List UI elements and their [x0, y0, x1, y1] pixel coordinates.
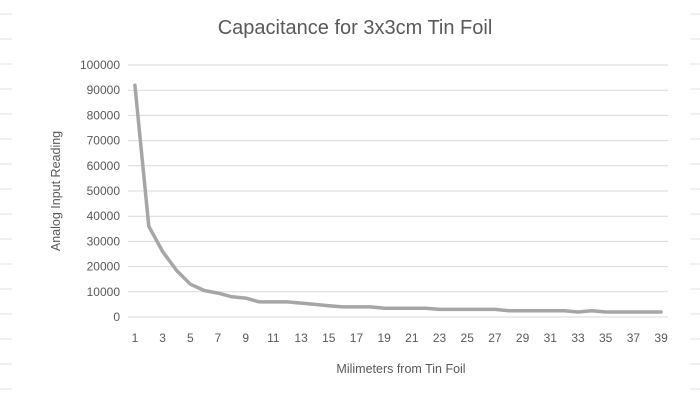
x-tick-label: 15	[322, 331, 336, 345]
x-tick-label: 39	[654, 331, 668, 345]
y-tick-label: 40000	[87, 209, 121, 223]
y-tick-label: 50000	[87, 184, 121, 198]
x-tick-label: 21	[405, 331, 419, 345]
y-tick-label: 90000	[87, 83, 121, 97]
y-tick-label: 20000	[87, 260, 121, 274]
x-tick-label: 29	[516, 331, 530, 345]
x-tick-label: 7	[215, 331, 222, 345]
x-tick-label: 19	[377, 331, 391, 345]
x-tick-label: 33	[571, 331, 585, 345]
y-tick-label: 0	[113, 310, 120, 324]
y-tick-label: 10000	[87, 285, 121, 299]
x-axis-title: Milimeters from Tin Foil	[336, 362, 465, 376]
y-tick-label: 80000	[87, 108, 121, 122]
y-tick-label: 30000	[87, 234, 121, 248]
x-tick-label: 23	[433, 331, 447, 345]
x-tick-label: 11	[267, 331, 280, 345]
x-tick-label: 31	[544, 331, 558, 345]
x-tick-label: 13	[294, 331, 308, 345]
x-tick-label: 17	[350, 331, 364, 345]
y-axis-ticks: 0 10000 20000 30000 40000 50000 60000 70000 8000…	[80, 58, 120, 324]
y-tick-label: 100000	[80, 58, 120, 72]
x-tick-label: 27	[488, 331, 502, 345]
x-tick-label: 37	[627, 331, 641, 345]
x-tick-label: 3	[159, 331, 166, 345]
series-line	[133, 83, 663, 314]
y-tick-label: 60000	[87, 159, 121, 173]
x-tick-label: 1	[132, 331, 139, 345]
x-tick-label: 35	[599, 331, 613, 345]
chart-title: Capacitance for 3x3cm Tin Foil	[218, 17, 493, 39]
y-tick-label: 70000	[87, 134, 121, 148]
x-tick-label: 9	[242, 331, 249, 345]
gridlines	[128, 64, 668, 318]
x-tick-label: 5	[187, 331, 194, 345]
y-axis-title: Analog Input Reading	[49, 131, 63, 251]
series-layer	[133, 83, 663, 314]
x-tick-label: 25	[461, 331, 475, 345]
x-axis-ticks: 1 3 5 7 9 11 13 15 17 19 21 23 25 27 29 31 33 35 37 39	[132, 331, 668, 345]
